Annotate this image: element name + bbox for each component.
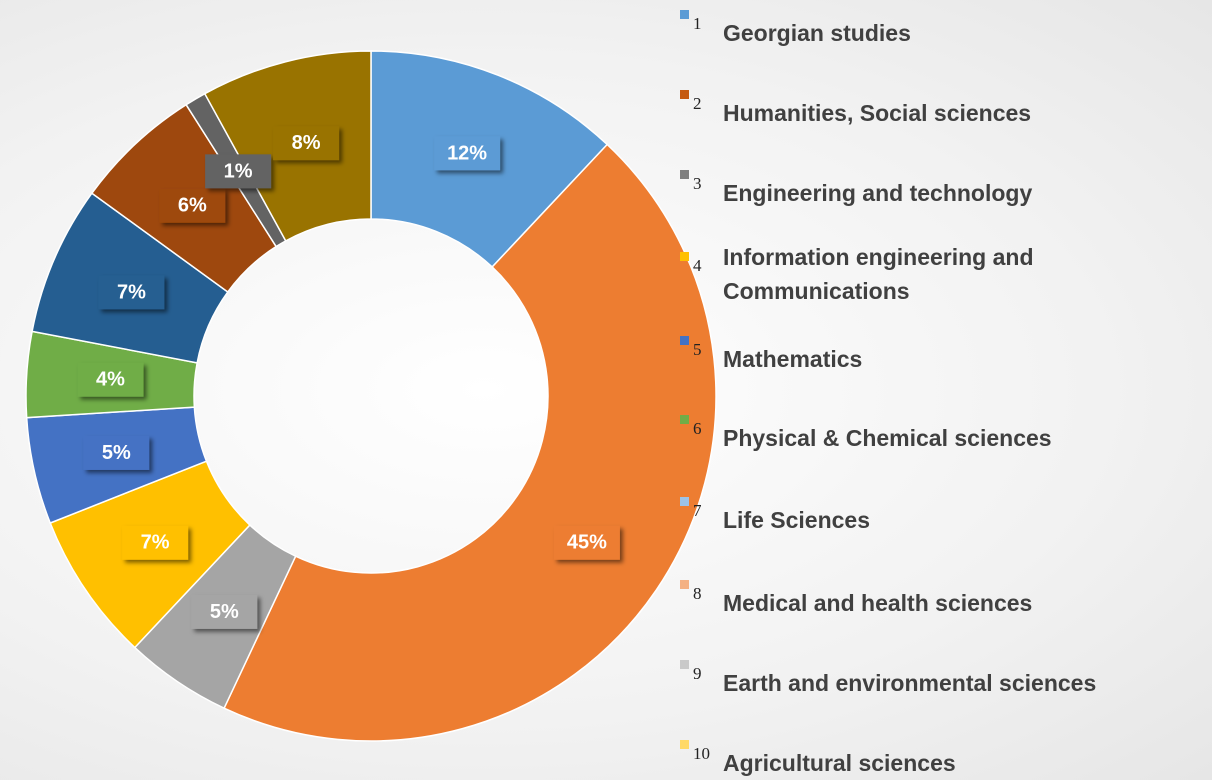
legend-number: 4 — [693, 256, 702, 275]
value-label: 12% — [447, 142, 487, 164]
legend-marker — [680, 90, 689, 99]
legend-label: Engineering and technology — [723, 180, 1033, 206]
value-label-box — [205, 154, 272, 189]
legend-marker — [680, 660, 689, 669]
legend-item: 10 Agricultural sciences — [680, 740, 1183, 780]
value-label: 7% — [141, 532, 170, 554]
value-label: 4% — [96, 369, 125, 391]
legend-label: Humanities, Social sciences — [723, 100, 1032, 126]
legend-number: 3 — [693, 174, 702, 193]
value-label: 1% — [224, 160, 253, 182]
legend-label: Life Sciences — [723, 507, 871, 533]
legend-label: Georgian studies — [723, 20, 911, 46]
legend-item: 1 Georgian studies — [680, 10, 1183, 50]
value-label: 6% — [178, 195, 207, 217]
value-label-box — [273, 126, 340, 161]
legend-number: 1 — [693, 14, 702, 33]
value-label-group: 4% — [77, 362, 144, 397]
legend-number: 10 — [693, 744, 710, 763]
legend-item: 5 Mathematics — [680, 336, 1183, 376]
legend-item: 7 Life Sciences — [680, 497, 1183, 537]
value-label-group: 1% — [205, 154, 272, 189]
legend-marker — [680, 740, 689, 749]
legend-marker — [680, 415, 689, 424]
legend-item: 6 Physical & Chemical sciences — [680, 415, 1183, 455]
value-label-box — [77, 362, 144, 397]
value-label-box — [122, 525, 189, 560]
legend-marker — [680, 170, 689, 179]
legend-item: 8 Medical and health sciences — [680, 580, 1183, 620]
legend-item: 4 Information engineering and Communicati… — [680, 244, 1123, 308]
legend-item: 9 Earth and environmental sciences — [680, 660, 1183, 700]
value-label-box — [83, 435, 150, 470]
value-label-box — [191, 594, 258, 629]
value-label-group: 45% — [553, 525, 620, 560]
legend-marker — [680, 10, 689, 19]
legend-item: 2 Humanities, Social sciences — [680, 90, 1183, 130]
value-label: 8% — [292, 132, 321, 154]
value-label-group: 5% — [83, 435, 150, 470]
value-label-box — [159, 188, 226, 223]
value-label-group: 12% — [434, 136, 501, 171]
value-label: 5% — [102, 442, 131, 464]
legend-marker — [680, 497, 689, 506]
legend-number: 8 — [693, 584, 702, 603]
legend-number: 2 — [693, 94, 702, 113]
legend-label: Agricultural sciences — [723, 750, 956, 776]
value-label-group: 6% — [159, 188, 226, 223]
value-label-box — [553, 525, 620, 560]
value-label: 45% — [567, 532, 607, 554]
legend-marker — [680, 336, 689, 345]
legend-label: Medical and health sciences — [723, 590, 1033, 616]
value-label-group: 8% — [273, 126, 340, 161]
value-label-group: 7% — [122, 525, 189, 560]
value-label-group: 5% — [191, 594, 258, 629]
value-label: 5% — [210, 601, 239, 623]
legend-number: 7 — [693, 501, 702, 520]
slice — [223, 143, 717, 742]
legend-marker — [680, 580, 689, 589]
legend-label: Mathematics — [723, 346, 863, 372]
legend-label: Physical & Chemical sciences — [723, 425, 1052, 451]
legend-number: 6 — [693, 419, 702, 438]
value-label-group: 7% — [98, 275, 165, 310]
legend-number: 9 — [693, 664, 702, 683]
legend-label: Earth and environmental sciences — [723, 670, 1097, 696]
legend-number: 5 — [693, 340, 702, 359]
value-label: 7% — [117, 281, 146, 303]
value-label-box — [434, 136, 501, 171]
legend-label: Information engineering and Communicatio… — [723, 244, 1034, 304]
legend-item: 3 Engineering and technology — [680, 170, 1183, 210]
legend-marker — [680, 252, 689, 261]
value-label-box — [98, 275, 165, 310]
